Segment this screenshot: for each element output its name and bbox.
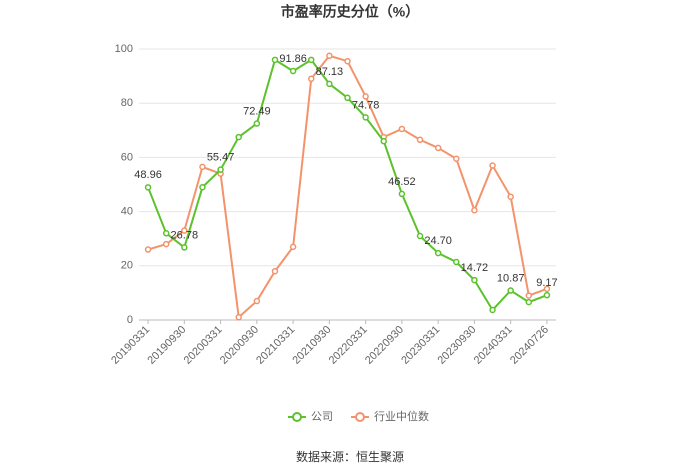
- x-tick-label: 20220331: [327, 324, 370, 367]
- point: [235, 133, 242, 141]
- point: [453, 155, 460, 163]
- y-tick-label: 40: [121, 206, 133, 218]
- point: [307, 75, 315, 83]
- data-label: 91.86: [279, 53, 307, 65]
- x-tick-label: 20240331: [472, 324, 515, 367]
- y-tick-label: 0: [127, 314, 133, 326]
- legend-label: 公司: [311, 411, 333, 423]
- chart-title: 市盈率历史分位（%）: [281, 4, 419, 20]
- point: [181, 227, 188, 234]
- y-tick-label: 60: [121, 151, 133, 163]
- legend-marker: [292, 412, 302, 422]
- point: [217, 166, 224, 173]
- point: [253, 297, 261, 305]
- point: [362, 93, 369, 100]
- point: [289, 243, 297, 251]
- x-tick-label: 20210930: [290, 324, 333, 367]
- data-label: 48.96: [134, 169, 162, 181]
- data-label: 9.17: [536, 277, 557, 289]
- x-tick-label: 20200331: [182, 324, 225, 367]
- point: [525, 292, 533, 299]
- point: [199, 163, 206, 171]
- legend-label: 行业中位数: [374, 409, 429, 423]
- point: [344, 94, 351, 102]
- source: 数据来源：恒生聚源: [296, 449, 404, 464]
- point: [326, 52, 333, 60]
- point: [380, 137, 388, 145]
- point: [489, 306, 496, 314]
- point: [507, 193, 514, 200]
- point: [525, 298, 533, 306]
- point: [543, 291, 551, 299]
- x-tick-label: 20200930: [218, 324, 261, 367]
- point: [235, 314, 242, 321]
- point: [271, 267, 279, 275]
- x-tick-label: 20190930: [145, 324, 188, 367]
- point: [434, 249, 442, 257]
- data-label: 55.47: [207, 152, 235, 164]
- point: [398, 190, 406, 198]
- data-label: 14.72: [461, 262, 489, 274]
- point: [181, 244, 188, 251]
- point: [471, 206, 478, 214]
- point: [253, 120, 261, 127]
- y-tick-label: 20: [121, 260, 133, 272]
- x-tick-label: 20230331: [399, 324, 442, 367]
- point: [416, 232, 424, 240]
- point: [307, 56, 315, 64]
- point: [507, 287, 514, 294]
- legend-marker: [355, 412, 365, 422]
- point: [289, 67, 297, 75]
- x-tick-label: 20210331: [254, 324, 297, 367]
- point: [271, 56, 279, 64]
- point: [489, 162, 496, 169]
- point: [416, 136, 424, 144]
- x-tick-label: 20190331: [109, 324, 152, 367]
- x-tick-label: 20240726: [508, 324, 551, 367]
- data-label: 26.78: [171, 229, 199, 241]
- point: [144, 246, 152, 253]
- point: [434, 144, 442, 152]
- data-label: 46.52: [388, 176, 416, 188]
- point: [398, 125, 406, 133]
- data-label: 24.70: [424, 235, 452, 247]
- data-label: 74.78: [352, 99, 380, 111]
- data-label: 87.13: [316, 66, 344, 78]
- point: [162, 240, 170, 248]
- x-tick-label: 20230930: [435, 324, 478, 367]
- y-tick-label: 80: [121, 97, 133, 109]
- point: [362, 114, 369, 121]
- point: [453, 258, 460, 266]
- y-tick-label: 100: [115, 43, 133, 55]
- point: [471, 276, 478, 284]
- point: [144, 184, 152, 191]
- point: [199, 183, 206, 191]
- point: [326, 80, 333, 88]
- point: [344, 57, 351, 65]
- x-tick-label: 20220930: [363, 324, 406, 367]
- point: [543, 285, 551, 293]
- data-label: 10.87: [497, 272, 525, 284]
- point: [162, 230, 170, 237]
- data-label: 72.49: [243, 105, 271, 117]
